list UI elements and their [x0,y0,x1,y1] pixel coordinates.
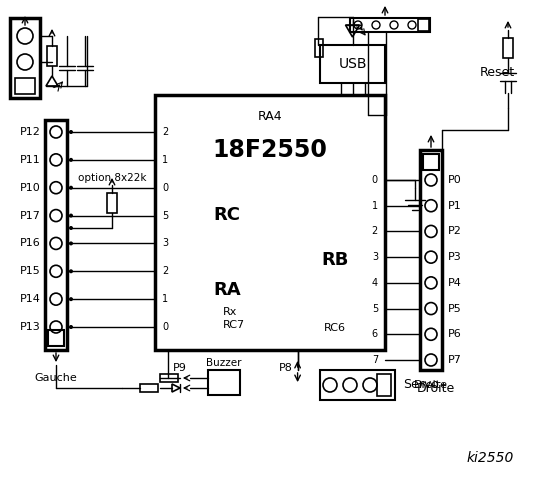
Text: option 8x22k: option 8x22k [78,173,146,183]
Bar [48,330,64,346]
Bar [140,384,158,392]
Text: 3: 3 [162,239,168,249]
Text: P11: P11 [20,155,41,165]
Text: 3: 3 [372,252,378,262]
Text: RA4: RA4 [258,110,283,123]
Text: Buzzer: Buzzer [206,358,242,368]
Text: P7: P7 [448,355,462,365]
Text: 2: 2 [162,127,168,137]
Text: P16: P16 [20,239,41,249]
Bar [503,38,513,58]
Bar [320,370,395,400]
Circle shape [69,269,73,273]
Bar [47,46,57,66]
Bar [350,18,430,32]
Circle shape [69,325,73,329]
Text: USB: USB [338,57,367,71]
Circle shape [69,241,73,245]
Text: ki2550: ki2550 [466,451,514,465]
Text: P13: P13 [20,322,41,332]
Text: RB: RB [321,251,349,269]
Text: RC7: RC7 [223,320,245,330]
Text: Rx: Rx [223,307,237,317]
Circle shape [69,130,73,134]
Bar [155,95,385,350]
Text: P14: P14 [20,294,41,304]
Text: 0: 0 [162,183,168,192]
Text: 0: 0 [372,175,378,185]
Text: Reset: Reset [480,67,515,80]
Text: 1: 1 [162,155,168,165]
Bar [420,150,442,370]
Circle shape [69,158,73,162]
Text: Gauche: Gauche [35,373,77,383]
Text: P4: P4 [448,278,462,288]
Text: Servo: Servo [403,379,439,392]
Text: 1: 1 [372,201,378,211]
Bar [107,193,117,213]
Text: 1: 1 [162,294,168,304]
Text: P1: P1 [448,201,462,211]
Bar [10,18,40,98]
Text: P15: P15 [20,266,41,276]
Text: 18F2550: 18F2550 [212,138,327,162]
Circle shape [69,297,73,301]
Text: 2: 2 [372,227,378,237]
Bar [320,45,385,83]
Text: Droite: Droite [414,380,448,390]
Text: P17: P17 [20,211,41,221]
Text: 0: 0 [162,322,168,332]
Text: RC: RC [213,206,240,224]
Text: P0: P0 [448,175,462,185]
Circle shape [69,214,73,217]
Bar [160,374,178,382]
Text: 6: 6 [372,329,378,339]
Text: RC6: RC6 [324,323,346,333]
Bar [15,78,35,94]
Bar [418,19,429,31]
Bar [377,374,391,396]
Circle shape [69,186,73,190]
Text: P9: P9 [173,363,187,373]
Text: P2: P2 [448,227,462,237]
Circle shape [69,226,73,230]
Text: P6: P6 [448,329,462,339]
Text: 5: 5 [162,211,168,221]
Bar [315,39,322,57]
Text: 2: 2 [162,266,168,276]
Text: P10: P10 [20,183,41,192]
Bar [208,370,240,395]
Text: P5: P5 [448,303,462,313]
Text: 5: 5 [372,303,378,313]
Text: P8: P8 [279,363,293,373]
Bar [423,154,439,170]
Bar [45,120,67,350]
Text: 4: 4 [372,278,378,288]
Text: Droite: Droite [417,382,455,395]
Text: 7: 7 [372,355,378,365]
Text: RA: RA [213,281,241,299]
Text: P12: P12 [20,127,41,137]
Text: P3: P3 [448,252,462,262]
